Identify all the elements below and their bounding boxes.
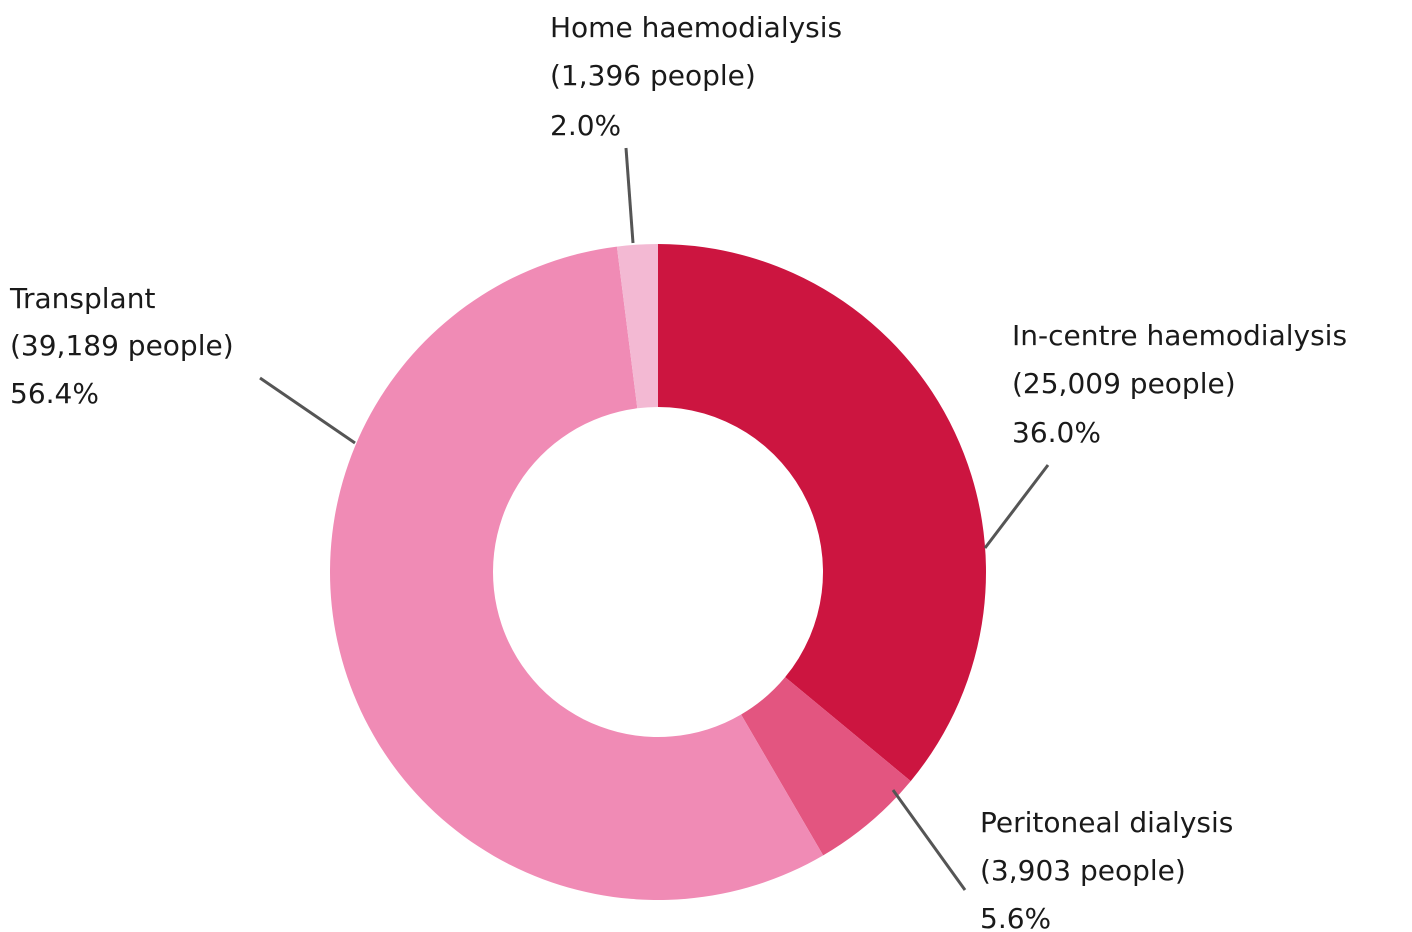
donut-slice [658, 244, 986, 782]
donut-slice [616, 244, 658, 409]
leader-line [891, 789, 967, 891]
slice-people: (39,189 people) [10, 329, 234, 362]
slice-percent: 36.0% [1012, 416, 1101, 449]
leader-line [983, 464, 1050, 549]
leader-line [624, 147, 635, 244]
slice-label: Peritoneal dialysis [980, 806, 1233, 839]
slice-percent: 56.4% [10, 377, 99, 410]
slice-people: (3,903 people) [980, 854, 1186, 887]
slice-people: (1,396 people) [550, 59, 756, 92]
slice-people: (25,009 people) [1012, 367, 1236, 400]
donut-slice [329, 246, 824, 901]
donut-slice [741, 677, 911, 856]
slice-label: Transplant [9, 282, 155, 315]
leader-line [259, 376, 356, 445]
slice-label: In-centre haemodialysis [1012, 319, 1347, 352]
slices [329, 244, 986, 901]
slice-label: Home haemodialysis [550, 11, 842, 44]
slice-percent: 5.6% [980, 902, 1051, 932]
slice-percent: 2.0% [550, 109, 621, 142]
